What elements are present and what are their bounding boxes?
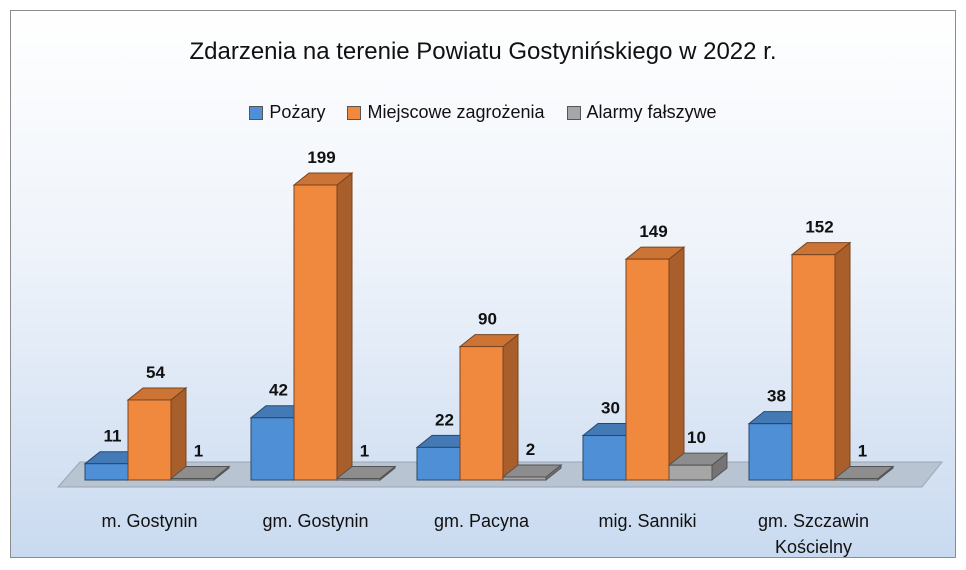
bar-side [170, 386, 187, 482]
bar [335, 465, 397, 482]
bar-front [127, 399, 172, 481]
bar-front [84, 463, 129, 481]
data-label: 152 [805, 218, 833, 237]
data-label: 149 [639, 222, 667, 241]
bar-front [416, 446, 461, 481]
data-label: 38 [767, 387, 786, 406]
bar-front [459, 346, 504, 481]
data-label: 54 [146, 363, 165, 382]
bar [833, 465, 895, 482]
data-label: 90 [478, 310, 497, 329]
bar [169, 465, 231, 482]
legend-item: Miejscowe zagrożenia [347, 102, 545, 123]
legend: Pożary Miejscowe zagrożenia Alarmy fałszyw… [0, 102, 966, 123]
bar-side [668, 246, 685, 482]
bar-side [834, 241, 851, 482]
bar-front [668, 464, 713, 481]
data-label: 1 [360, 442, 369, 461]
bar-front [293, 184, 338, 481]
data-label: 199 [307, 148, 335, 167]
bar [501, 463, 563, 482]
bar [790, 241, 852, 482]
legend-swatch [566, 105, 581, 120]
x-tick-label: mig. Sanniki [598, 511, 697, 531]
legend-item: Alarmy fałszywe [566, 102, 717, 123]
data-label: 22 [435, 410, 454, 429]
legend-label: Miejscowe zagrożenia [367, 102, 545, 122]
data-label: 42 [269, 381, 288, 400]
x-tick-label: m. Gostynin [101, 511, 198, 531]
data-label: 2 [526, 440, 535, 459]
bar-front [250, 417, 295, 481]
bar-side [502, 333, 519, 482]
bar-front [791, 254, 836, 481]
x-tick-label: gm. Szczawin Kościelny [757, 511, 870, 557]
x-tick-label: gm. Gostynin [262, 511, 369, 531]
x-tick-label: gm. Pacyna [433, 511, 530, 531]
legend-label: Alarmy fałszywe [586, 102, 717, 122]
bar-front [625, 258, 670, 481]
bar-front [502, 476, 547, 481]
bar-front [336, 478, 381, 481]
legend-item: Pożary [249, 102, 325, 123]
bar [458, 333, 520, 482]
bar [667, 452, 729, 482]
bar-front [834, 478, 879, 481]
bar [624, 246, 686, 482]
legend-swatch [249, 105, 264, 120]
bar-side [336, 171, 353, 482]
bar-front [582, 435, 627, 481]
bar-front [748, 423, 793, 481]
bar [292, 171, 354, 482]
data-label: 11 [104, 427, 122, 446]
legend-swatch [347, 105, 362, 120]
data-label: 1 [194, 442, 203, 461]
legend-label: Pożary [269, 102, 326, 122]
data-label: 1 [858, 442, 867, 461]
data-label: 30 [601, 399, 620, 418]
bar-front [170, 478, 215, 481]
data-label: 10 [687, 428, 706, 447]
bar [126, 386, 188, 482]
chart-title: Zdarzenia na terenie Powiatu Gostyniński… [189, 38, 777, 65]
